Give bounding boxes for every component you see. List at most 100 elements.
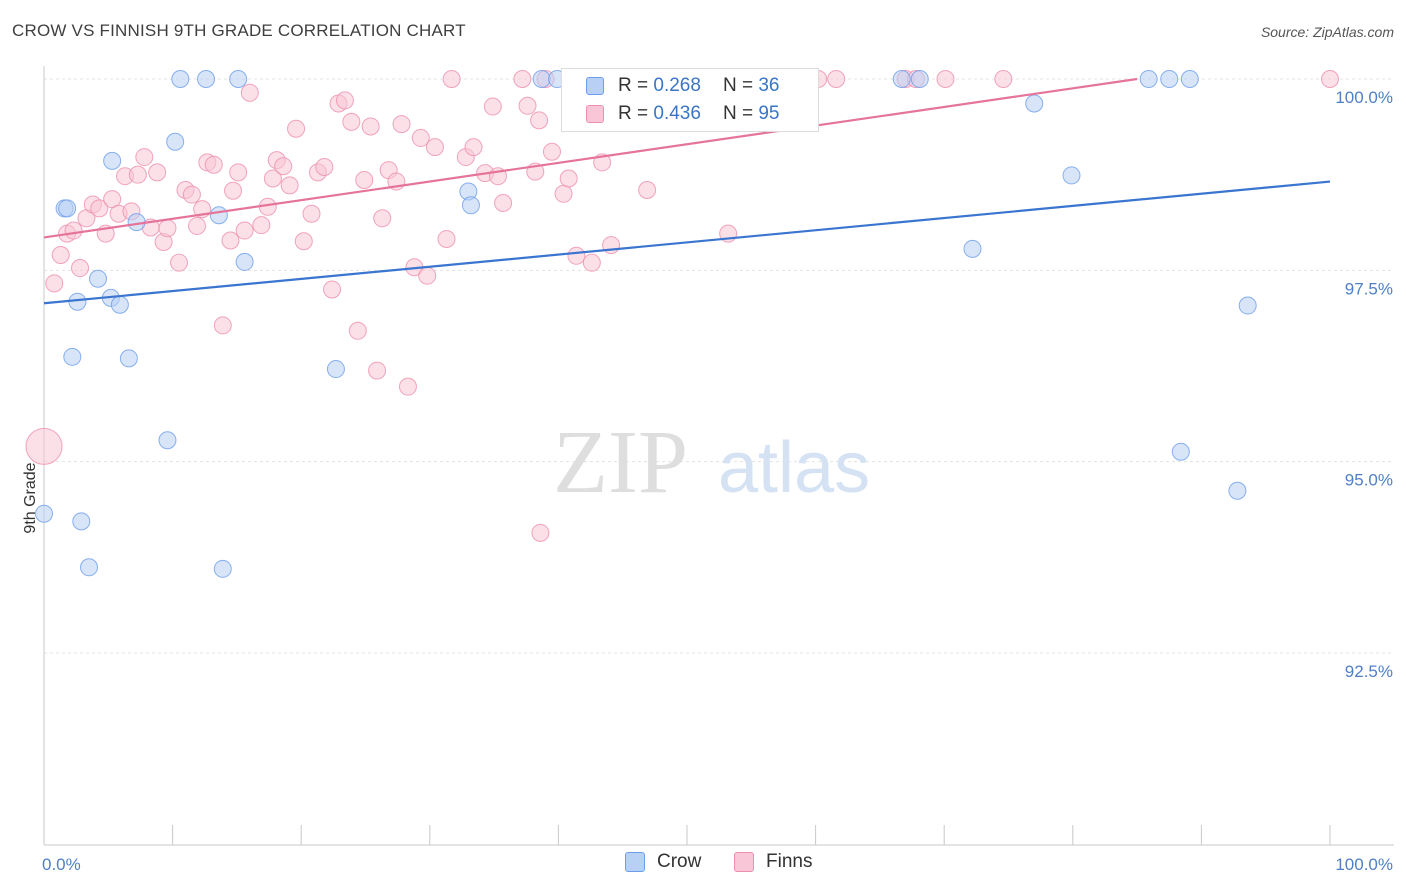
crow-point: [110, 295, 129, 314]
crow-point: [166, 132, 185, 151]
finns-point: [25, 427, 63, 465]
finns-point: [361, 117, 380, 136]
finns-point: [437, 229, 456, 248]
crow-point: [1025, 94, 1044, 113]
finns-point: [45, 274, 64, 293]
crow-point: [209, 206, 228, 225]
finns-point: [235, 221, 254, 240]
finns-point: [994, 70, 1013, 88]
finns-point: [229, 163, 248, 182]
crow-point: [80, 558, 99, 577]
finns-point: [170, 253, 189, 272]
crow-point: [1062, 166, 1081, 185]
crow-point: [910, 70, 929, 88]
finns-point: [518, 96, 537, 115]
finns-point: [148, 163, 167, 182]
legend-row-finns: R = 0.436 N = 95: [562, 100, 779, 128]
finns-point: [582, 253, 601, 272]
crow-point: [63, 347, 82, 366]
watermark: ZIP atlas: [553, 413, 870, 512]
finns-point: [494, 193, 513, 212]
crow-trend-line: [43, 180, 1331, 305]
finns-point: [335, 91, 354, 110]
finns-label: Finns: [766, 851, 813, 872]
finns-swatch: [734, 852, 754, 872]
chart-source: Source: ZipAtlas.com: [1260, 24, 1394, 40]
legend-n-label: N =: [722, 75, 754, 96]
crow-point: [103, 151, 122, 170]
finns-point: [135, 148, 154, 167]
legend-r-label: R =: [618, 103, 649, 124]
crow-point: [119, 349, 138, 368]
crow-point: [197, 70, 216, 88]
finns-point: [287, 119, 306, 138]
y-axis-label: 9th Grade: [22, 462, 39, 533]
legend-item-finns[interactable]: Finns: [734, 851, 812, 873]
finns-point: [188, 216, 207, 235]
finns-point: [323, 280, 342, 299]
crow-point: [532, 70, 551, 88]
legend-swatch-crow: [586, 77, 604, 95]
y-tick-label: 100.0%: [1335, 88, 1393, 107]
legend-item-crow[interactable]: Crow: [625, 851, 701, 873]
stats-legend: R = 0.268 N = 36 R = 0.436 N = 95: [561, 68, 819, 132]
finns-point: [71, 259, 90, 278]
finns-point: [530, 111, 549, 130]
finns-point: [182, 185, 201, 204]
finns-point: [90, 199, 109, 218]
finns-point: [368, 361, 387, 380]
finns-point: [280, 176, 299, 195]
y-tick-label: 95.0%: [1345, 471, 1393, 490]
crow-point: [1180, 70, 1199, 88]
watermark-zip: ZIP: [553, 413, 688, 512]
finns-point: [51, 246, 70, 265]
legend-row-crow: R = 0.268 N = 36: [562, 72, 779, 100]
crow-point: [461, 196, 480, 215]
finns-point: [442, 70, 461, 88]
finns-point: [302, 204, 321, 223]
crow-point: [892, 70, 911, 88]
finns-point: [348, 321, 367, 340]
finns-point: [531, 523, 550, 542]
crow-point: [58, 199, 77, 218]
finns-point: [252, 216, 271, 235]
finns-point: [221, 231, 240, 250]
finns-point: [158, 219, 177, 238]
y-tick-label: 92.5%: [1345, 662, 1393, 681]
finns-point: [342, 112, 361, 131]
legend-swatch-finns: [586, 105, 604, 123]
tick-labels: 100.0% 97.5% 95.0% 92.5% 0.0% 100.0%: [42, 88, 1393, 874]
crow-point: [229, 70, 248, 88]
series-legend: Crow Finns: [0, 851, 1406, 877]
crow-point: [1228, 481, 1247, 500]
crow-point: [158, 431, 177, 450]
finns-point: [263, 169, 282, 188]
watermark-atlas: atlas: [718, 428, 870, 508]
gridlines: [44, 78, 1394, 654]
crow-point: [1139, 70, 1158, 88]
finns-point: [373, 209, 392, 228]
finns-point: [240, 83, 259, 102]
crow-label: Crow: [657, 851, 702, 872]
crow-point: [1171, 442, 1190, 461]
finns-point: [274, 157, 293, 176]
finns-point: [392, 115, 411, 134]
finns-point: [559, 169, 578, 188]
finns-point: [204, 155, 223, 174]
legend-n-label: N =: [722, 103, 754, 124]
crow-point: [171, 70, 190, 88]
finns-point: [213, 316, 232, 335]
crow-point: [89, 269, 108, 288]
finns-trend-line: [43, 77, 1138, 239]
y-tick-label: 97.5%: [1345, 279, 1393, 298]
finns-point: [315, 158, 334, 177]
finns-point: [827, 70, 846, 88]
crow-point: [213, 559, 232, 578]
finns-point: [425, 138, 444, 157]
crow-point: [72, 512, 91, 531]
finns-point: [128, 165, 147, 184]
finns-point: [418, 266, 437, 285]
legend-r-label: R =: [618, 75, 649, 96]
crow-point: [1160, 70, 1179, 88]
